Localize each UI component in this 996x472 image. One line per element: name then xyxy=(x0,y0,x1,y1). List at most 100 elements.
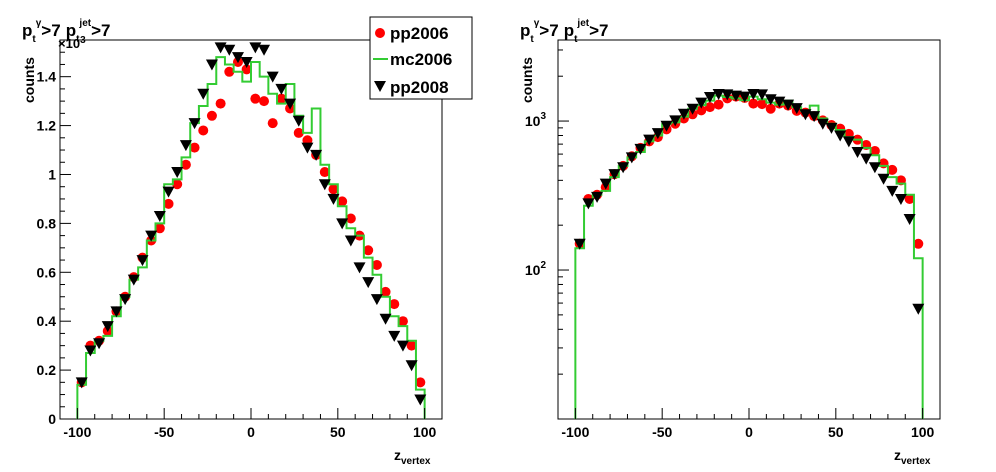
left-point-pp2008 xyxy=(110,306,123,318)
right-x-axis-label: zvertex xyxy=(894,447,931,467)
left-point-pp2008 xyxy=(310,149,323,161)
left-point-pp2006 xyxy=(154,223,165,234)
right-point-pp2006 xyxy=(887,164,898,175)
right-point-pp2008 xyxy=(834,130,847,142)
right-point-pp2008 xyxy=(703,92,716,104)
left-point-pp2008 xyxy=(93,338,106,350)
left-axes-layer: -100 -50 0 50 100 0 0.2 0.4 0.6 0.8 1 1.2 1.4 xyxy=(37,51,443,440)
left-x-tick-label: 0 xyxy=(247,424,255,440)
right-point-pp2008 xyxy=(773,96,786,108)
right-point-pp2008 xyxy=(625,152,638,164)
left-y-tick-label: 1.2 xyxy=(37,118,57,134)
left-point-pp2008 xyxy=(197,88,210,100)
left-point-pp2006 xyxy=(276,93,287,104)
left-point-pp2006 xyxy=(397,316,408,327)
left-point-pp2008 xyxy=(136,255,149,267)
left-point-pp2008 xyxy=(388,330,401,342)
left-point-pp2006 xyxy=(163,198,174,209)
right-point-pp2006 xyxy=(704,102,715,113)
right-point-pp2008 xyxy=(669,115,682,127)
right-point-pp2008 xyxy=(903,214,916,226)
left-point-pp2008 xyxy=(405,360,418,372)
left-point-pp2006 xyxy=(224,66,235,77)
left-point-pp2006 xyxy=(371,259,382,270)
right-point-pp2008 xyxy=(756,89,769,101)
right-point-pp2008 xyxy=(738,91,751,103)
left-y-tick-label: 0.6 xyxy=(37,264,57,280)
left-y-tick-label: 0.8 xyxy=(37,215,57,231)
left-point-pp2008 xyxy=(249,42,262,54)
right-x-tick-label: 0 xyxy=(745,424,753,440)
left-point-pp2006 xyxy=(241,64,252,75)
right-x-tick-label: -50 xyxy=(652,424,672,440)
left-point-pp2008 xyxy=(231,52,244,64)
left-point-pp2006 xyxy=(328,184,339,195)
left-point-pp2008 xyxy=(258,44,271,56)
left-point-pp2008 xyxy=(414,394,427,406)
left-point-pp2006 xyxy=(293,127,304,138)
legend-marker-pp2008 xyxy=(374,81,386,92)
left-point-pp2006 xyxy=(267,118,278,129)
right-point-pp2008 xyxy=(877,173,890,185)
right-point-pp2008 xyxy=(894,193,907,205)
right-point-pp2006 xyxy=(913,238,924,249)
left-point-pp2008 xyxy=(240,57,253,69)
right-point-pp2006 xyxy=(869,145,880,156)
left-point-pp2006 xyxy=(189,142,200,153)
left-point-pp2008 xyxy=(179,140,192,152)
left-point-pp2008 xyxy=(223,44,236,56)
left-point-pp2006 xyxy=(337,196,348,207)
left-point-pp2006 xyxy=(319,167,330,178)
left-x-tick-label: -100 xyxy=(63,424,91,440)
right-point-pp2008 xyxy=(582,198,595,210)
left-point-pp2006 xyxy=(198,125,209,136)
legend-label-mc2006: mc2006 xyxy=(390,50,452,69)
left-point-pp2008 xyxy=(292,115,305,127)
left-point-pp2008 xyxy=(379,313,392,325)
left-point-pp2006 xyxy=(415,377,426,388)
right-y-tick-label: 102 xyxy=(525,260,547,278)
left-point-pp2006 xyxy=(389,299,400,310)
right-point-pp2008 xyxy=(842,136,855,148)
right-point-pp2008 xyxy=(677,108,690,120)
left-y-tick-label: 0.4 xyxy=(37,313,57,329)
left-point-pp2006 xyxy=(206,110,217,121)
left-point-pp2008 xyxy=(205,59,218,71)
left-point-pp2008 xyxy=(119,294,132,306)
right-point-pp2008 xyxy=(617,162,630,174)
left-y-multiplier: ×103 xyxy=(58,35,86,51)
right-point-pp2006 xyxy=(696,105,707,116)
left-point-pp2008 xyxy=(275,83,288,95)
legend-marker-pp2006 xyxy=(375,28,385,38)
right-point-pp2008 xyxy=(729,90,742,102)
left-point-pp2008 xyxy=(362,277,375,289)
left-point-pp2006 xyxy=(180,159,191,170)
right-point-pp2008 xyxy=(860,153,873,165)
left-point-pp2008 xyxy=(396,340,409,352)
right-point-pp2008 xyxy=(851,146,864,158)
left-point-pp2006 xyxy=(215,98,226,109)
left-series-layer xyxy=(75,42,427,419)
left-y-tick-label: 1.4 xyxy=(37,69,57,85)
left-point-pp2008 xyxy=(162,186,175,198)
left-x-axis-label: zvertex xyxy=(394,447,431,467)
right-y-axis-label: counts xyxy=(519,57,535,103)
right-point-pp2008 xyxy=(747,88,760,100)
left-point-pp2008 xyxy=(318,179,331,191)
right-point-pp2006 xyxy=(765,103,776,114)
left-point-pp2008 xyxy=(370,294,383,306)
left-point-pp2008 xyxy=(145,230,158,242)
left-point-pp2006 xyxy=(259,96,270,107)
left-y-tick-label: 1 xyxy=(48,166,56,182)
right-point-pp2008 xyxy=(912,303,925,315)
right-y-tick-label: 103 xyxy=(525,111,547,129)
right-point-pp2008 xyxy=(825,122,838,134)
left-x-tick-label: 100 xyxy=(413,424,437,440)
left-point-pp2006 xyxy=(380,286,391,297)
left-point-pp2008 xyxy=(336,218,349,230)
left-chart-title: ptγ>7 ptjet>7 xyxy=(22,18,110,45)
left-x-tick-label: 50 xyxy=(330,424,346,440)
right-axes-layer: -100 -50 0 50 100 102 103 xyxy=(525,49,941,440)
